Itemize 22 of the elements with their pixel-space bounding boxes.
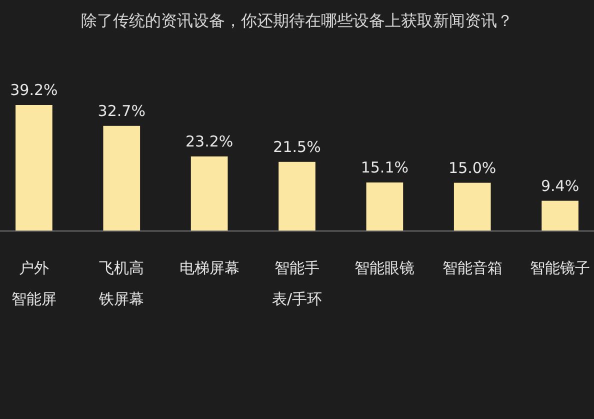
bar xyxy=(542,200,578,231)
data-label: 21.5% xyxy=(273,138,321,156)
x-tick-label: 智能手表/手环 xyxy=(272,259,322,308)
bar xyxy=(366,182,404,231)
data-label: 15.1% xyxy=(360,158,409,176)
data-label: 39.2% xyxy=(10,81,58,99)
data-label: 15.0% xyxy=(448,158,496,177)
x-tick-label: 飞机高铁屏幕 xyxy=(98,259,144,308)
bar xyxy=(278,162,316,231)
bar xyxy=(103,126,140,231)
x-tick-label: 智能眼镜 xyxy=(354,259,415,277)
bar xyxy=(454,182,491,231)
x-tick-label: 智能音箱 xyxy=(442,259,502,277)
bar xyxy=(16,105,52,231)
data-label: 32.7% xyxy=(98,102,146,120)
data-label: 9.4% xyxy=(540,176,580,195)
data-label: 23.2% xyxy=(185,132,234,150)
x-tick-label: 电梯屏幕 xyxy=(179,259,240,277)
bar xyxy=(190,156,228,231)
x-tick-label: 智能镜子 xyxy=(530,259,590,277)
x-tick-label: 户外智能屏 xyxy=(11,259,56,308)
chart-title: 除了传统的资讯设备，你还期待在哪些设备上获取新闻资讯？ xyxy=(81,11,513,30)
